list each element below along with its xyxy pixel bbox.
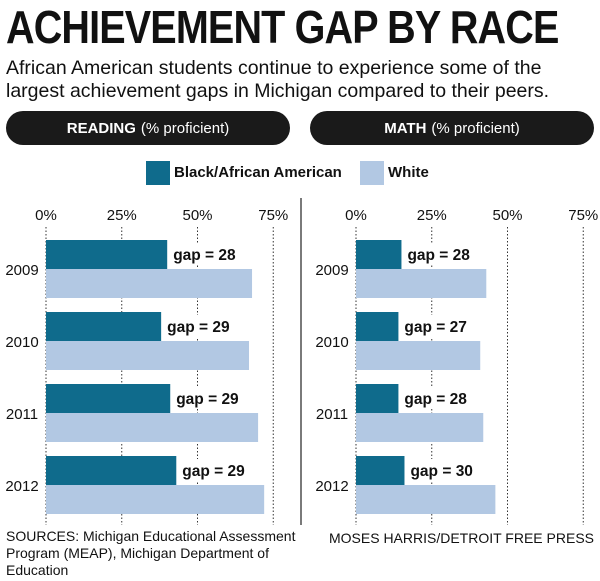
math-bar-white — [356, 341, 481, 370]
reading-gap-label-bg — [164, 315, 239, 337]
reading-header-rest: (% proficient) — [140, 119, 230, 137]
reading-gap-label-bg — [170, 243, 245, 265]
reading-gap-label: gap = 29 — [182, 463, 245, 480]
reading-bar-black — [46, 240, 168, 269]
math-gap-label-bg — [401, 387, 476, 409]
reading-panel-header: READING (% proficient) — [6, 111, 290, 145]
legend: Black/African American White — [0, 160, 600, 186]
reading-year-label: 2011 — [6, 406, 38, 423]
reading-gap-label: gap = 29 — [167, 319, 230, 336]
reading-bar-black — [46, 384, 171, 413]
math-bar-black — [356, 384, 399, 413]
math-bar-white — [356, 269, 487, 298]
reading-header-bold: READING — [66, 119, 136, 137]
math-gap-label-bg — [401, 315, 476, 337]
reading-bar-black — [46, 312, 162, 341]
math-gap-label: gap = 28 — [404, 391, 467, 408]
achievement-gap-chart: 0% 25% 50% 75% 2009 gap = 28 2010 gap = 29 2011 g… — [5, 198, 598, 525]
reading-year-label: 2009 — [5, 262, 38, 279]
reading-bar-white — [46, 341, 250, 370]
math-tick-label: 75% — [568, 207, 598, 224]
credit-line: MOSES HARRIS/DETROIT FREE PRESS — [328, 530, 594, 546]
legend-label-white: White — [388, 164, 429, 181]
reading-tick-label: 25% — [107, 207, 137, 224]
math-gap-label: gap = 30 — [410, 463, 472, 480]
reading-tick-label: 0% — [35, 207, 57, 224]
legend-swatch-black — [146, 161, 170, 185]
chart-subtitle: African American students continue to ex… — [6, 57, 550, 102]
math-bar-black — [356, 456, 405, 485]
math-header-rest: (% proficient) — [431, 119, 520, 137]
reading-gap-label-bg — [173, 387, 248, 409]
reading-tick-label: 75% — [258, 207, 288, 224]
chart-title: ACHIEVEMENT GAP BY RACE — [6, 1, 559, 53]
math-gap-label-bg — [407, 459, 482, 481]
legend-swatch-white — [360, 161, 384, 185]
math-tick-label: 0% — [345, 207, 367, 224]
math-gap-label: gap = 27 — [404, 319, 466, 336]
reading-gap-label: gap = 29 — [176, 391, 239, 408]
math-header-bold: MATH — [384, 119, 427, 137]
math-panel-header: MATH (% proficient) — [310, 111, 594, 145]
reading-bar-white — [46, 269, 253, 298]
reading-bar-white — [46, 413, 259, 442]
reading-gap-label-bg — [179, 459, 254, 481]
math-tick-label: 50% — [492, 207, 522, 224]
legend-label-black: Black/African American — [174, 164, 342, 181]
reading-tick-label: 50% — [182, 207, 212, 224]
reading-year-label: 2010 — [5, 334, 38, 351]
math-year-label: 2009 — [315, 262, 348, 279]
math-bar-black — [356, 312, 399, 341]
math-gap-label: gap = 28 — [407, 247, 470, 264]
math-year-label: 2012 — [315, 478, 348, 495]
sources-note: SOURCES: Michigan Educational Assessment… — [6, 528, 296, 578]
reading-bar-black — [46, 456, 177, 485]
math-bar-black — [356, 240, 402, 269]
math-year-label: 2011 — [316, 406, 348, 423]
reading-year-label: 2012 — [5, 478, 38, 495]
reading-bar-white — [46, 485, 265, 514]
math-bar-white — [356, 413, 484, 442]
math-gap-label-bg — [404, 243, 479, 265]
reading-gap-label: gap = 28 — [173, 247, 236, 264]
math-bar-white — [356, 485, 496, 514]
math-year-label: 2010 — [315, 334, 348, 351]
math-tick-label: 25% — [417, 207, 447, 224]
